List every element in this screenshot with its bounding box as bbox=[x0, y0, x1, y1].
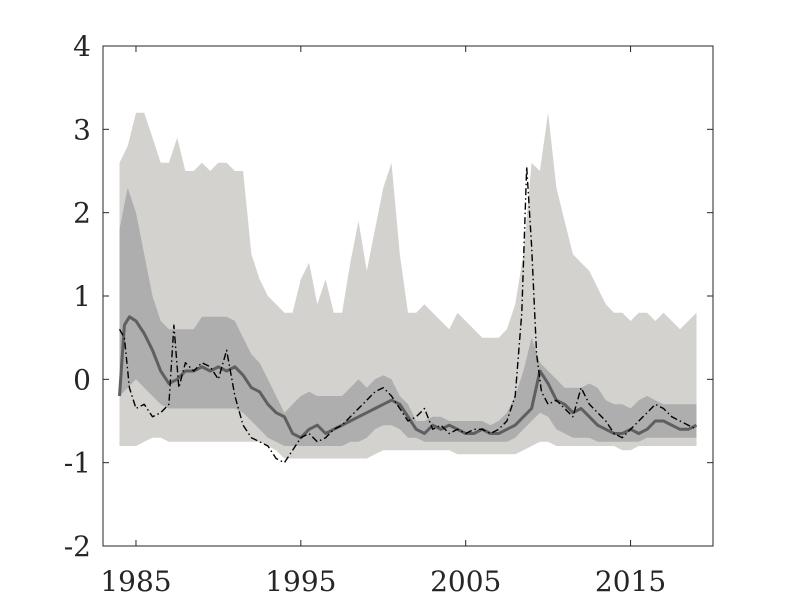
series-layer bbox=[118, 166, 698, 464]
x-tick-label: 1995 bbox=[265, 565, 336, 598]
y-tick-label: 1 bbox=[73, 280, 91, 313]
x-tick-label: 2015 bbox=[595, 565, 666, 598]
y-tick-label: -1 bbox=[64, 447, 91, 480]
bands-layer bbox=[119, 112, 697, 459]
y-tick-label: 2 bbox=[73, 197, 91, 230]
y-tick-label: 3 bbox=[73, 113, 91, 146]
y-tick-label: -2 bbox=[64, 530, 91, 563]
series-line-dashdot-black bbox=[118, 166, 697, 464]
x-tick-label: 2005 bbox=[430, 565, 501, 598]
band-inner-shaded bbox=[119, 187, 697, 446]
y-tick-label: 0 bbox=[73, 363, 91, 396]
y-tick-label: 4 bbox=[73, 30, 91, 63]
axes-layer: -2 -1 0 1 2 3 4 1985 1995 2005 2015 bbox=[64, 30, 714, 598]
series-line-solid-gray bbox=[118, 315, 698, 440]
x-tick-label: 1985 bbox=[100, 565, 171, 598]
